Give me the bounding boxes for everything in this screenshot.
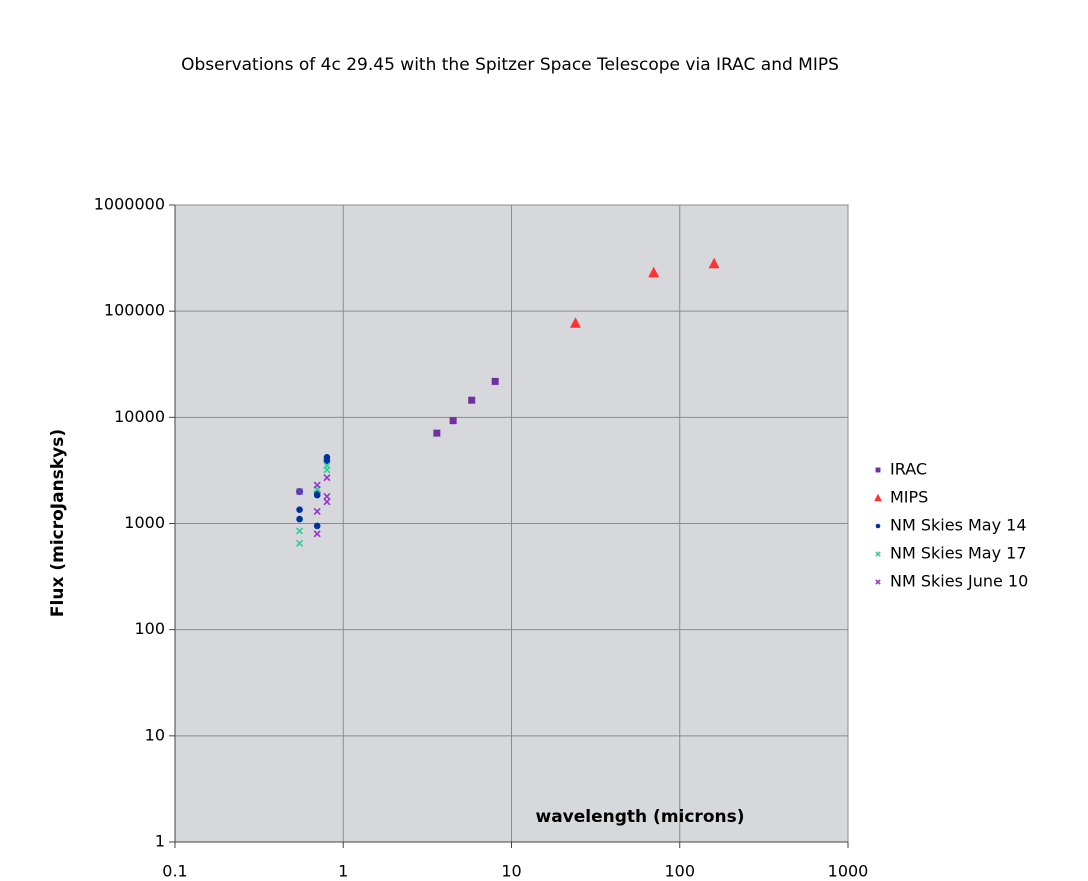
y-tick-label: 100000 bbox=[104, 301, 165, 320]
x-tick-label: 1000 bbox=[828, 862, 869, 878]
data-point bbox=[313, 522, 321, 530]
y-tick-label: 1 bbox=[155, 832, 165, 851]
legend-marker bbox=[875, 579, 881, 585]
x-axis-label: wavelength (microns) bbox=[535, 807, 744, 827]
data-point bbox=[433, 429, 441, 437]
x-tick-label: 100 bbox=[664, 862, 695, 878]
y-tick-label: 10 bbox=[145, 725, 165, 744]
data-point bbox=[323, 498, 331, 506]
y-tick-label: 100 bbox=[134, 619, 165, 638]
data-point bbox=[323, 474, 331, 482]
legend-label: IRAC bbox=[890, 460, 927, 479]
data-point bbox=[323, 492, 331, 500]
legend-marker bbox=[875, 523, 881, 529]
data-point bbox=[296, 515, 303, 523]
data-point bbox=[313, 507, 321, 515]
legend-label: MIPS bbox=[890, 488, 928, 507]
data-point bbox=[296, 506, 303, 513]
legend-label: NM Skies May 17 bbox=[890, 544, 1027, 563]
data-point bbox=[449, 417, 457, 425]
legend-marker bbox=[874, 493, 882, 502]
legend-marker bbox=[875, 467, 881, 473]
data-point bbox=[468, 396, 476, 404]
data-point bbox=[296, 539, 304, 547]
x-tick-label: 0.1 bbox=[162, 862, 187, 878]
data-point bbox=[313, 491, 321, 499]
y-tick-label: 10000 bbox=[114, 407, 165, 426]
data-point bbox=[313, 481, 321, 489]
y-tick-label: 1000 bbox=[124, 513, 165, 532]
legend-label: NM Skies May 14 bbox=[890, 516, 1027, 535]
y-tick-label: 1000000 bbox=[94, 195, 165, 214]
data-point bbox=[569, 317, 581, 328]
y-axis-label: Flux (microJanskys) bbox=[48, 429, 68, 617]
data-point bbox=[323, 457, 331, 465]
data-point bbox=[323, 466, 331, 474]
x-tick-label: 1 bbox=[338, 862, 348, 878]
x-tick-label: 10 bbox=[501, 862, 521, 878]
chart-title: Observations of 4c 29.45 with the Spitze… bbox=[181, 55, 839, 75]
legend-label: NM Skies June 10 bbox=[890, 572, 1028, 591]
data-point bbox=[708, 257, 720, 269]
data-point bbox=[491, 377, 499, 385]
data-point bbox=[296, 527, 304, 535]
data-point bbox=[313, 530, 321, 538]
data-point bbox=[296, 487, 304, 496]
legend-marker bbox=[875, 551, 881, 557]
data-point bbox=[648, 266, 660, 278]
